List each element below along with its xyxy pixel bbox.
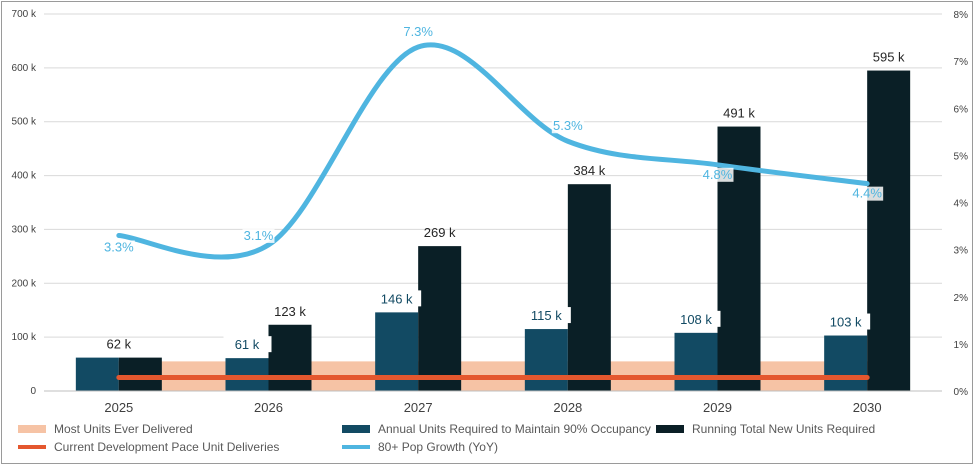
legend-swatch <box>342 425 370 433</box>
annual-units-label: 103 k <box>830 315 862 330</box>
y-left-tick-label: 700 k <box>12 9 37 20</box>
x-tick-label: 2029 <box>703 400 732 415</box>
pop-growth-label: 5.3% <box>553 118 583 133</box>
legend-label: Most Units Ever Delivered <box>54 422 193 436</box>
y-left-tick-label: 400 k <box>12 171 37 182</box>
legend-swatch <box>18 425 46 433</box>
legend-label: Current Development Pace Unit Deliveries <box>54 440 279 454</box>
legend-label: Running Total New Units Required <box>692 422 875 436</box>
y-left-tick-label: 500 k <box>12 117 37 128</box>
running-total-bar <box>118 357 162 391</box>
x-tick-label: 2028 <box>553 400 582 415</box>
y-left-tick-label: 300 k <box>12 224 37 235</box>
y-right-tick-label: 6% <box>954 104 969 115</box>
running-total-label: 491 k <box>723 106 755 121</box>
legend-label: Annual Units Required to Maintain 90% Oc… <box>378 422 651 436</box>
data-label-bg <box>242 228 275 243</box>
pop-growth-label: 4.8% <box>703 167 733 182</box>
pop-growth-label: 3.3% <box>104 239 134 254</box>
data-label-bg <box>551 119 584 134</box>
y-left-tick-label: 100 k <box>12 332 37 343</box>
legend-swatch <box>656 425 684 433</box>
annual-units-bar <box>824 335 868 391</box>
running-total-label: 269 k <box>424 225 456 240</box>
running-total-label: 595 k <box>873 50 905 65</box>
pop-growth-line <box>116 42 870 260</box>
pop-growth-label: 3.1% <box>244 228 274 243</box>
running-total-bar <box>418 246 462 391</box>
data-label-bg <box>223 336 272 353</box>
annual-units-bar <box>75 357 119 391</box>
annual-units-label: 61 k <box>235 337 260 352</box>
pop-growth-label: 7.3% <box>403 24 433 39</box>
y-right-tick-label: 5% <box>954 151 969 162</box>
data-label-bg <box>701 167 734 182</box>
data-label-bg <box>373 290 422 307</box>
running-total-bar <box>567 184 611 391</box>
annual-units-bar <box>225 358 269 391</box>
y-right-tick-label: 3% <box>954 246 969 257</box>
annual-units-label: 146 k <box>381 291 413 306</box>
x-tick-label: 2030 <box>853 400 882 415</box>
pop-growth-label: 4.4% <box>852 186 882 201</box>
annual-units-label: 108 k <box>680 312 712 327</box>
running-total-label: 123 k <box>274 304 306 319</box>
y-right-tick-label: 4% <box>954 199 969 210</box>
y-right-tick-label: 7% <box>954 57 969 68</box>
x-tick-label: 2025 <box>104 400 133 415</box>
y-left-tick-label: 600 k <box>12 63 37 74</box>
running-total-label: 384 k <box>573 163 605 178</box>
running-total-bar <box>268 324 312 391</box>
legend-label: 80+ Pop Growth (YoY) <box>378 440 498 454</box>
y-right-tick-label: 0% <box>954 387 969 398</box>
running-total-bar <box>867 70 911 392</box>
annual-units-bar <box>674 332 718 391</box>
data-label-bg <box>672 310 721 327</box>
y-right-tick-label: 8% <box>954 10 969 21</box>
data-label-bg <box>851 186 884 201</box>
x-tick-label: 2026 <box>254 400 283 415</box>
data-label-bg <box>102 240 135 255</box>
y-right-tick-label: 2% <box>954 293 969 304</box>
annual-units-bar <box>524 329 568 391</box>
running-total-label: 62 k <box>107 337 132 352</box>
x-tick-label: 2027 <box>404 400 433 415</box>
data-label-bg <box>402 24 435 39</box>
y-right-tick-label: 1% <box>954 340 969 351</box>
annual-units-label: 115 k <box>531 308 562 323</box>
y-left-tick-label: 0 <box>30 386 36 397</box>
data-label-bg <box>522 307 571 324</box>
y-left-tick-label: 200 k <box>12 278 37 289</box>
data-label-bg <box>822 313 871 330</box>
